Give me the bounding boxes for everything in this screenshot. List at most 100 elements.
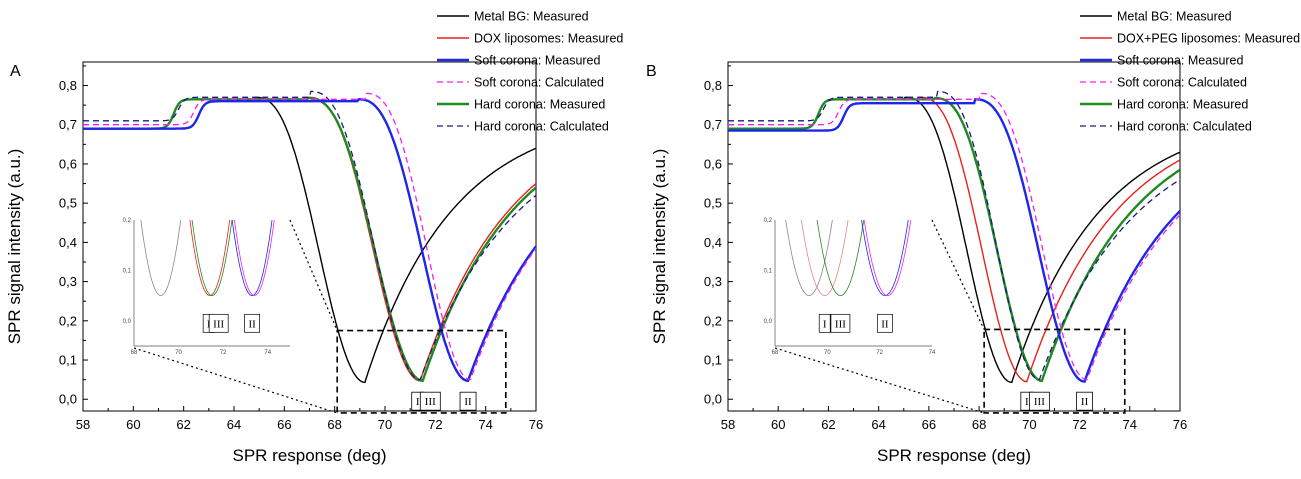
y-tick-label: 0,7: [59, 117, 77, 132]
series-line-2: [728, 98, 1180, 383]
inset-curve-4: [863, 220, 912, 296]
y-tick-label: 0,4: [704, 235, 722, 250]
inset-y-tick: 0,2: [123, 218, 132, 224]
inset-x-tick: 68: [131, 350, 138, 356]
series-line-4: [83, 96, 536, 383]
zoom-box: [336, 329, 507, 414]
connector-line: [133, 347, 338, 414]
y-tick-label: 0,8: [59, 78, 77, 93]
y-tick-label: 0,5: [59, 196, 77, 211]
y-axis-label: SPR signal intensity (a.u.): [5, 149, 24, 345]
legend-label: Soft corona: Calculated: [474, 76, 604, 90]
inset-y-tick: 0,2: [764, 218, 773, 224]
panel-label: B: [646, 63, 657, 80]
legend-label: Hard corona: Measured: [1117, 98, 1248, 112]
marker-box: [459, 391, 477, 411]
inset-plot: 0,00,10,268 70 72 74I III II: [123, 218, 290, 356]
y-tick-label: 0,3: [704, 274, 722, 289]
legend-label: Soft corona: Calculated: [1117, 76, 1247, 90]
connector-line: [289, 219, 338, 331]
inset-curve-0: [785, 220, 833, 296]
inset-marker-box: [208, 313, 229, 333]
x-tick-label: 74: [478, 417, 492, 432]
inset-y-tick: 0,0: [123, 319, 132, 325]
inset-curve-0: [140, 220, 182, 297]
connector-line: [774, 347, 985, 414]
x-tick-label: 66: [922, 417, 936, 432]
series-line-1: [83, 96, 536, 382]
x-tick-label: 70: [378, 417, 392, 432]
marker-label: III: [1034, 396, 1045, 408]
panel-a: 58 60 62 64 66 68 70 72 74 76 0,0 0,1 0,2 0,3 0,4 0,5 0,…: [5, 10, 623, 466]
series-line-4: [728, 96, 1180, 383]
legend: Metal BG: Measured DOX liposomes: Measure…: [437, 10, 623, 134]
inset-marker-label: I: [823, 318, 827, 330]
legend-label: Hard corona: Calculated: [474, 120, 609, 134]
inset-marker-box: [244, 313, 260, 333]
inset-marker-box: [877, 313, 893, 333]
x-axis-label: SPR response (deg): [232, 446, 386, 465]
connector-line: [931, 219, 985, 330]
inset-curve-3: [231, 220, 273, 296]
inset-marker-label: II: [881, 318, 889, 330]
inset-marker-label: II: [248, 318, 256, 330]
panel-label: A: [10, 63, 21, 80]
series-line-2: [83, 98, 536, 383]
x-tick-label: 58: [76, 417, 90, 432]
x-tick-label: 60: [126, 417, 140, 432]
legend-label: Soft corona: Measured: [474, 54, 601, 68]
marker-box: [1076, 391, 1093, 411]
y-tick-label: 0,5: [704, 196, 722, 211]
inset-plot: 0,00,10,268 70 72 74I III II: [764, 218, 936, 356]
x-tick-label: 60: [771, 417, 785, 432]
series-line-1: [728, 96, 1180, 383]
inset-x-tick: 72: [220, 350, 227, 356]
y-tick-label: 0,8: [704, 78, 722, 93]
y-tick-label: 0,1: [704, 353, 722, 368]
series-line-3: [728, 92, 1180, 381]
x-tick-label: 72: [428, 417, 442, 432]
inset-marker-box: [830, 313, 851, 333]
x-axis-label: SPR response (deg): [877, 446, 1031, 465]
x-tick-label: 68: [327, 417, 341, 432]
inset-y-tick: 0,0: [764, 319, 773, 325]
x-tick-label: 66: [277, 417, 291, 432]
inset-curve-2: [191, 220, 233, 296]
y-tick-label: 0,2: [59, 313, 77, 328]
legend-label: DOX liposomes: Measured: [474, 32, 623, 46]
y-tick-label: 0,0: [704, 392, 722, 407]
y-tick-label: 0,6: [704, 156, 722, 171]
series-line-5: [83, 90, 536, 381]
x-tick-label: 62: [176, 417, 190, 432]
inset-y-tick: 0,1: [123, 268, 132, 274]
inset-x-tick: 68: [772, 350, 779, 356]
inset-curve-2: [816, 220, 865, 296]
marker-label: II: [464, 396, 472, 408]
inset-marker-label: III: [213, 318, 224, 330]
inset-curve-3: [861, 220, 909, 297]
inset-curve-1: [800, 220, 849, 296]
inset-x-tick: 70: [175, 350, 182, 356]
x-tick-label: 64: [227, 417, 241, 432]
marker-box: [1028, 391, 1050, 411]
series-line-5: [728, 90, 1180, 381]
legend-label: DOX+PEG liposomes: Measured: [1117, 32, 1300, 46]
marker-label: I: [416, 396, 420, 408]
marker-box: [419, 391, 441, 411]
y-tick-label: 0,4: [59, 235, 77, 250]
legend-label: Soft corona: Measured: [1117, 54, 1244, 68]
inset-x-tick: 72: [876, 350, 883, 356]
legend: Metal BG: Measured DOX+PEG liposomes: Mea…: [1080, 10, 1300, 134]
x-tick-label: 76: [1173, 417, 1187, 432]
marker-label: II: [1081, 396, 1089, 408]
inset-curve-4: [234, 220, 275, 297]
y-axis-label: SPR signal intensity (a.u.): [650, 149, 669, 345]
y-tick-label: 0,1: [59, 353, 77, 368]
inset-marker-box: [818, 313, 831, 333]
inset-x-tick: 70: [824, 350, 831, 356]
x-tick-label: 68: [972, 417, 986, 432]
x-tick-label: 74: [1123, 417, 1137, 432]
series-line-3: [83, 92, 536, 381]
inset-x-tick: 74: [929, 350, 936, 356]
